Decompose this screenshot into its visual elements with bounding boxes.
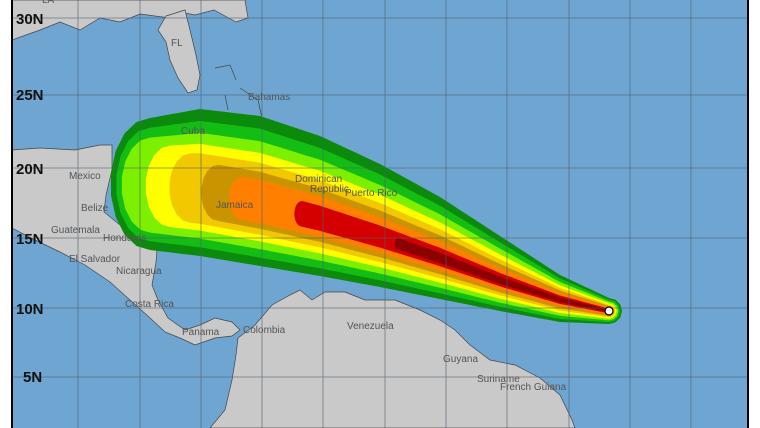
probability-band-9 — [394, 237, 612, 314]
label-la: LA — [42, 0, 55, 6]
label-suriname: Suriname — [477, 374, 520, 385]
place-labels: LA FL Bahamas Cuba Mexico Belize Guatema… — [42, 0, 567, 393]
label-mexico: Mexico — [69, 171, 101, 182]
label-panama: Panama — [182, 327, 220, 338]
lat-label-20n: 20N — [16, 161, 44, 178]
label-costa-rica: Costa Rica — [125, 299, 174, 310]
label-guatemala: Guatemala — [51, 225, 100, 236]
storm-position-marker — [604, 306, 614, 316]
label-republic: Republic — [310, 184, 349, 195]
lat-label-30n: 30N — [16, 11, 44, 28]
label-dominican: Dominican — [295, 174, 342, 185]
bahamas — [214, 64, 306, 149]
us-gulf-coast — [11, 0, 249, 41]
label-colombia: Colombia — [243, 325, 286, 336]
latitude-labels: 30N 25N 20N 15N 10N 5N — [16, 11, 44, 386]
label-el-salvador: El Salvador — [69, 254, 121, 265]
label-jamaica: Jamaica — [216, 200, 254, 211]
label-nicaragua: Nicaragua — [116, 266, 162, 277]
label-cuba: Cuba — [181, 126, 205, 137]
south-america — [209, 289, 576, 428]
label-guyana: Guyana — [443, 354, 478, 365]
lat-lon-grid — [12, 0, 748, 428]
label-belize: Belize — [81, 203, 109, 214]
label-fl: FL — [171, 38, 183, 49]
wind-speed-probability-swath — [111, 109, 622, 324]
probability-band-8 — [294, 200, 612, 314]
right-margin — [749, 0, 760, 428]
left-margin — [0, 0, 11, 428]
lat-label-25n: 25N — [16, 87, 44, 104]
label-venezuela: Venezuela — [347, 321, 394, 332]
label-bahamas: Bahamas — [248, 92, 290, 103]
label-french-guiana: French Guiana — [500, 382, 567, 393]
label-puerto-rico: Puerto Rico — [345, 188, 398, 199]
lat-label-15n: 15N — [16, 231, 44, 248]
label-honduras: Honduras — [103, 233, 146, 244]
mexico-central-america — [11, 144, 241, 346]
lat-label-10n: 10N — [16, 301, 44, 318]
lat-label-5n: 5N — [23, 369, 42, 386]
florida — [157, 9, 201, 94]
